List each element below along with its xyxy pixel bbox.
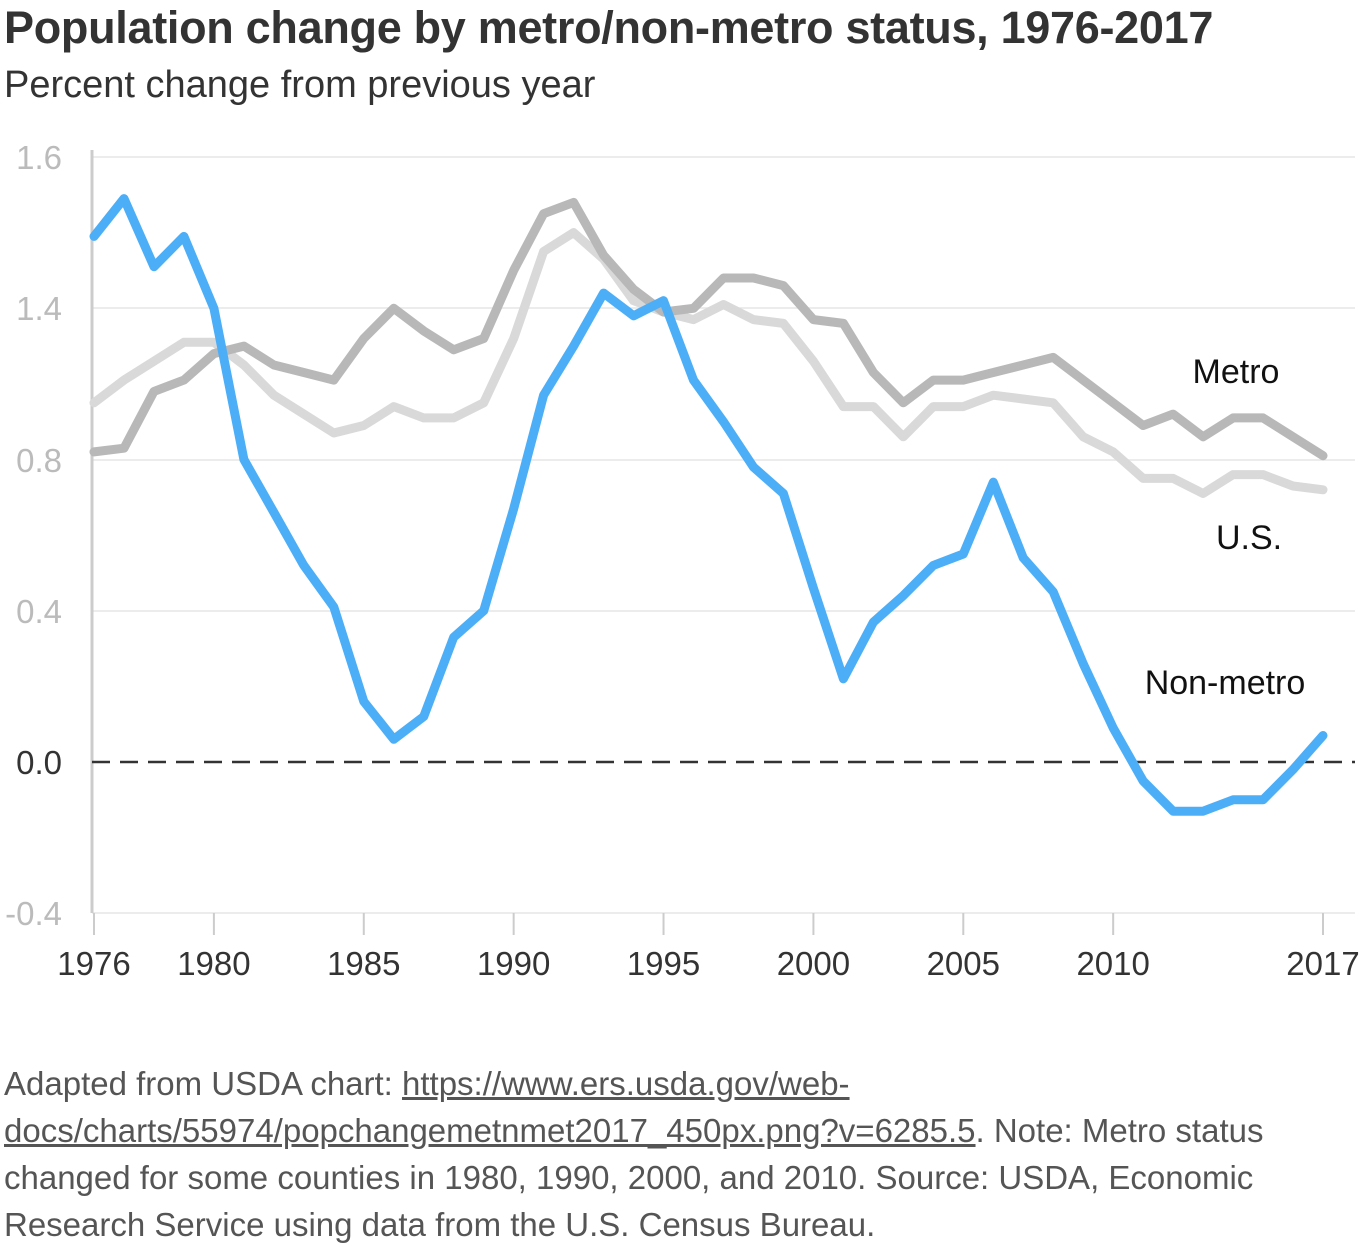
series-label: Non-metro	[1145, 664, 1306, 702]
y-tick-label: 1.4	[16, 290, 62, 327]
series-line-metro	[89, 197, 1328, 461]
source-footnote: Adapted from USDA chart: https://www.ers…	[4, 1060, 1354, 1248]
series-label: U.S.	[1216, 519, 1282, 557]
x-tick-label: 2017	[1286, 945, 1359, 982]
x-tick-label: 1980	[177, 945, 250, 982]
x-tick-label: 2010	[1076, 945, 1149, 982]
y-tick-label: 0.8	[16, 442, 62, 479]
x-tick-label: 1985	[327, 945, 400, 982]
y-tick-label: 0.0	[16, 744, 62, 781]
x-tick-label: 1976	[57, 945, 130, 982]
chart-subtitle: Percent change from previous year	[4, 64, 596, 106]
x-tick-label: 2000	[777, 945, 850, 982]
x-tick-label: 1995	[627, 945, 700, 982]
x-tick-label: 1990	[477, 945, 550, 982]
footnote-suffix: . Note: Metro status changed for some co…	[4, 1112, 1264, 1243]
series-line-non-metro	[89, 194, 1328, 816]
y-tick-label: -0.4	[5, 895, 62, 932]
series-line-u-s	[89, 228, 1328, 498]
x-tick-label: 2005	[927, 945, 1000, 982]
chart-title: Population change by metro/non-metro sta…	[4, 2, 1214, 53]
series-label: Metro	[1193, 353, 1280, 391]
y-tick-label: 0.4	[16, 593, 62, 630]
y-tick-label: 1.6	[16, 139, 62, 176]
source-link[interactable]: https://www.ers.usda.gov/web-docs/charts…	[4, 1065, 976, 1149]
line-chart: 1.6 1.4 0.8 0.4 0.0 -0.4 1976 1980 1985 1990 1995 2…	[5, 139, 1360, 982]
footnote-prefix: Adapted from USDA chart:	[4, 1065, 403, 1102]
